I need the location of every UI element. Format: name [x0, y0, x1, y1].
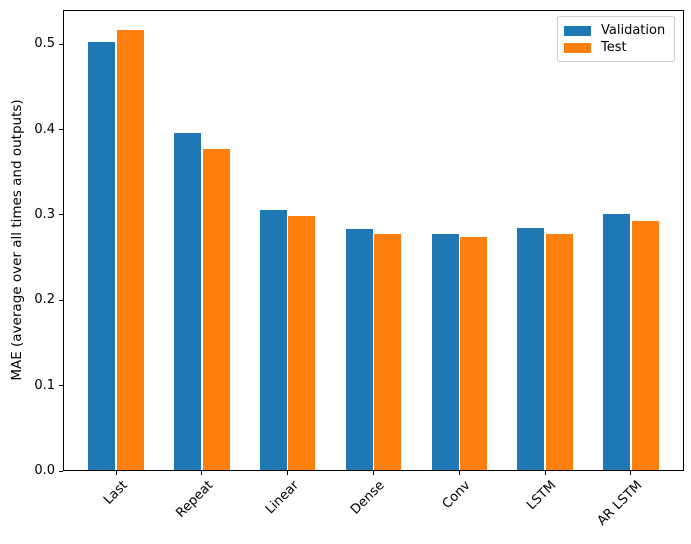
x-tick-label: Last: [101, 478, 131, 508]
bar-validation-repeat: [174, 132, 202, 470]
bar-validation-dense: [345, 229, 373, 470]
x-tick-mark: [544, 471, 546, 475]
y-tick-label: 0.3: [34, 206, 55, 222]
bar-test-dense: [374, 234, 402, 470]
x-tick-label: Dense: [348, 478, 389, 518]
y-tick-mark: [59, 129, 63, 131]
bar-validation-ar-lstm: [603, 213, 631, 470]
legend-label-test: Test: [601, 40, 627, 55]
legend-entry-test: Test: [564, 41, 627, 55]
y-tick-mark: [59, 385, 63, 387]
x-tick-mark: [630, 471, 632, 475]
y-tick-mark: [59, 299, 63, 301]
y-tick-label: 0.1: [34, 377, 55, 393]
y-tick-mark: [59, 470, 63, 472]
x-tick-label: LSTM: [524, 478, 560, 514]
bar-test-last: [116, 30, 144, 470]
y-axis-label: MAE (average over all times and outputs): [9, 99, 25, 381]
legend-swatch-validation: [564, 26, 591, 36]
y-tick-label: 0.5: [34, 36, 55, 52]
legend-label-validation: Validation: [601, 23, 666, 38]
y-tick-label: 0.0: [34, 463, 55, 478]
bar-test-repeat: [202, 149, 230, 470]
bar-test-conv: [459, 236, 487, 470]
plot-area: [63, 10, 684, 471]
bar-validation-lstm: [517, 227, 545, 470]
y-tick-mark: [59, 43, 63, 45]
x-tick-label: AR LSTM: [594, 478, 646, 529]
y-tick-label: 0.2: [34, 292, 55, 308]
x-tick-mark: [373, 471, 374, 475]
bars-layer: [63, 10, 684, 470]
bar-test-ar-lstm: [631, 220, 659, 470]
x-tick-mark: [458, 471, 460, 475]
legend-entry-validation: Validation: [564, 24, 665, 38]
legend-swatch-test: [564, 43, 591, 53]
legend: Validation Test: [557, 16, 675, 62]
x-tick-mark: [201, 471, 203, 475]
x-tick-label: Linear: [263, 478, 303, 518]
bar-validation-last: [88, 42, 116, 470]
x-tick-label: Conv: [439, 478, 474, 512]
x-tick-mark: [287, 471, 289, 475]
y-tick-mark: [59, 214, 63, 216]
x-tick-mark: [115, 471, 117, 475]
bar-validation-linear: [260, 209, 288, 470]
x-tick-label: Repeat: [173, 478, 217, 521]
y-tick-label: 0.4: [34, 121, 55, 137]
bar-test-linear: [288, 216, 316, 470]
bar-test-lstm: [545, 233, 573, 470]
bar-validation-conv: [431, 233, 459, 470]
